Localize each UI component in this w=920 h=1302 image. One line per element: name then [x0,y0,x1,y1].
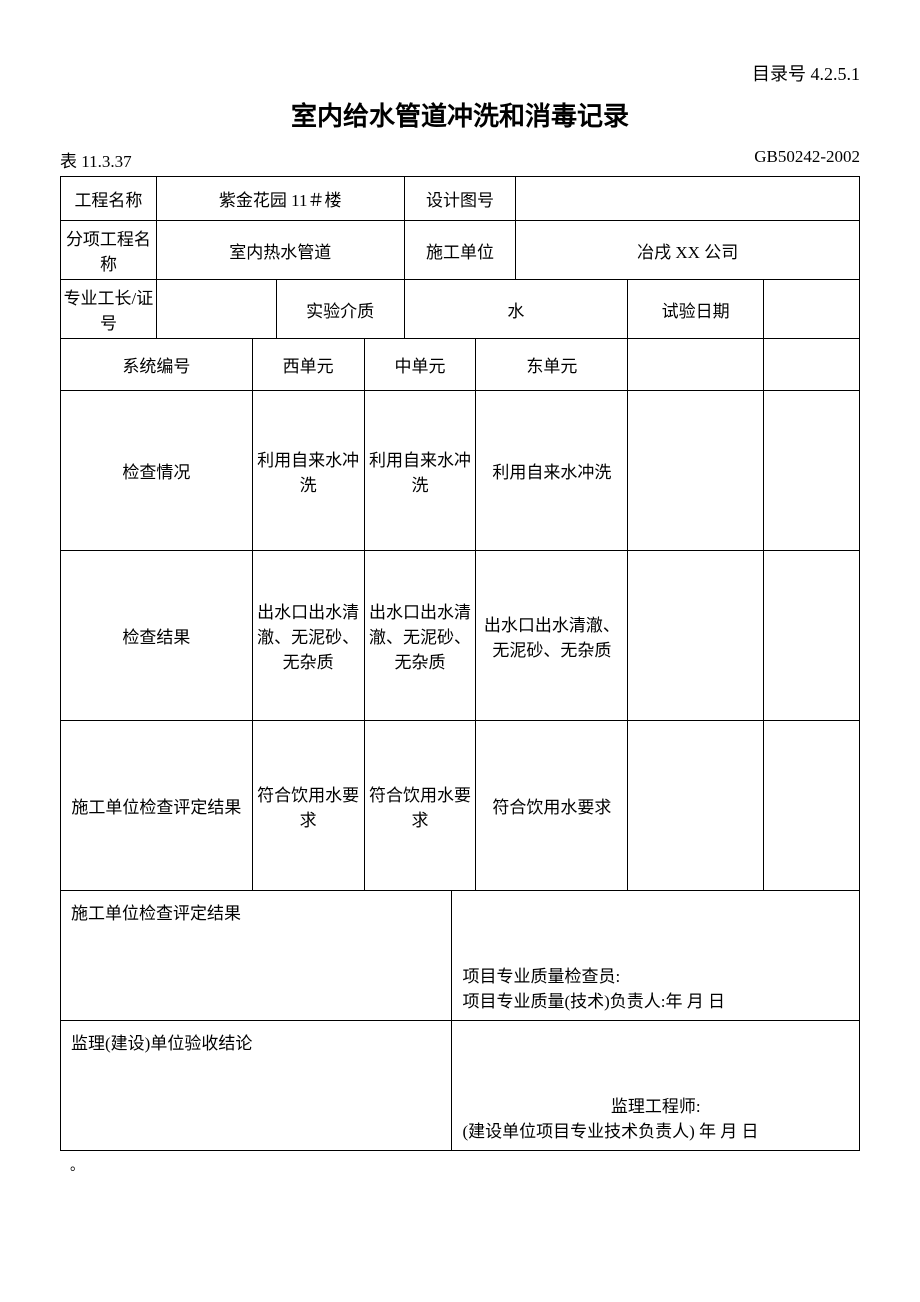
table-row: 工程名称 紫金花园 11＃楼 设计图号 [61,177,860,221]
table-row: 检查情况 利用自来水冲洗 利用自来水冲洗 利用自来水冲洗 [61,391,860,551]
label-result: 检查结果 [61,551,253,721]
col-blank2 [764,339,860,391]
cell-ass-blank1 [628,721,764,891]
cell-insp-west: 利用自来水冲洗 [252,391,364,551]
cell-insp-blank2 [764,391,860,551]
catalog-number: 目录号 4.2.5.1 [60,60,860,86]
sig1-line2: 项目专业质量(技术)负责人:年 月 日 [462,987,849,1012]
standard-code: GB50242-2002 [754,147,860,172]
col-west: 西单元 [252,339,364,391]
label-design-no: 设计图号 [404,177,516,221]
value-foreman [156,280,276,339]
value-medium: 水 [404,280,628,339]
table-row: 专业工长/证号 实验介质 水 试验日期 [61,280,860,339]
cell-res-blank2 [764,551,860,721]
cell-res-middle: 出水口出水清澈、无泥砂、无杂质 [364,551,476,721]
cell-res-west: 出水口出水清澈、无泥砂、无杂质 [252,551,364,721]
document-title: 室内给水管道冲洗和消毒记录 [60,96,860,133]
value-subproject: 室内热水管道 [156,221,404,280]
cell-ass-west: 符合饮用水要求 [252,721,364,891]
label-medium: 实验介质 [276,280,404,339]
cell-insp-middle: 利用自来水冲洗 [364,391,476,551]
cell-res-blank1 [628,551,764,721]
value-construction-unit: 冶戌 XX 公司 [516,221,860,280]
sig1-line1: 项目专业质量检查员: [462,962,849,987]
table-row: 施工单位检查评定结果 符合饮用水要求 符合饮用水要求 符合饮用水要求 [61,721,860,891]
main-table: 工程名称 紫金花园 11＃楼 设计图号 分项工程名称 室内热水管道 施工单位 冶… [60,176,860,1151]
cell-ass-blank2 [764,721,860,891]
label-assessment: 施工单位检查评定结果 [61,721,253,891]
label-construction-unit: 施工单位 [404,221,516,280]
cell-insp-east: 利用自来水冲洗 [476,391,628,551]
table-row: 检查结果 出水口出水清澈、无泥砂、无杂质 出水口出水清澈、无泥砂、无杂质 出水口… [61,551,860,721]
sig2-line2: (建设单位项目专业技术负责人) 年 月 日 [462,1117,849,1142]
label-project-name: 工程名称 [61,177,157,221]
cell-insp-blank1 [628,391,764,551]
label-test-date: 试验日期 [628,280,764,339]
table-row: 分项工程名称 室内热水管道 施工单位 冶戌 XX 公司 [61,221,860,280]
sig2-left: 监理(建设)单位验收结论 [61,1021,452,1151]
col-blank1 [628,339,764,391]
table-row: 系统编号 西单元 中单元 东单元 [61,339,860,391]
table-row: 施工单位检查评定结果 项目专业质量检查员: 项目专业质量(技术)负责人:年 月 … [61,891,860,1021]
sig2-right: 监理工程师: (建设单位项目专业技术负责人) 年 月 日 [452,1021,860,1151]
cell-ass-east: 符合饮用水要求 [476,721,628,891]
sig2-line1: 监理工程师: [462,1092,849,1117]
value-design-no [516,177,860,221]
cell-res-east: 出水口出水清澈、无泥砂、无杂质 [476,551,628,721]
cell-ass-middle: 符合饮用水要求 [364,721,476,891]
table-row: 监理(建设)单位验收结论 监理工程师: (建设单位项目专业技术负责人) 年 月 … [61,1021,860,1151]
value-test-date [764,280,860,339]
col-east: 东单元 [476,339,628,391]
label-foreman: 专业工长/证号 [61,280,157,339]
label-inspection: 检查情况 [61,391,253,551]
value-project-name: 紫金花园 11＃楼 [156,177,404,221]
sig1-left: 施工单位检查评定结果 [61,891,452,1021]
header-row: 表 11.3.37 GB50242-2002 [60,147,860,172]
table-number: 表 11.3.37 [60,147,132,172]
col-middle: 中单元 [364,339,476,391]
footnote: 。 [60,1155,860,1175]
label-system-no: 系统编号 [61,339,253,391]
sig1-right: 项目专业质量检查员: 项目专业质量(技术)负责人:年 月 日 [452,891,860,1021]
label-subproject: 分项工程名称 [61,221,157,280]
